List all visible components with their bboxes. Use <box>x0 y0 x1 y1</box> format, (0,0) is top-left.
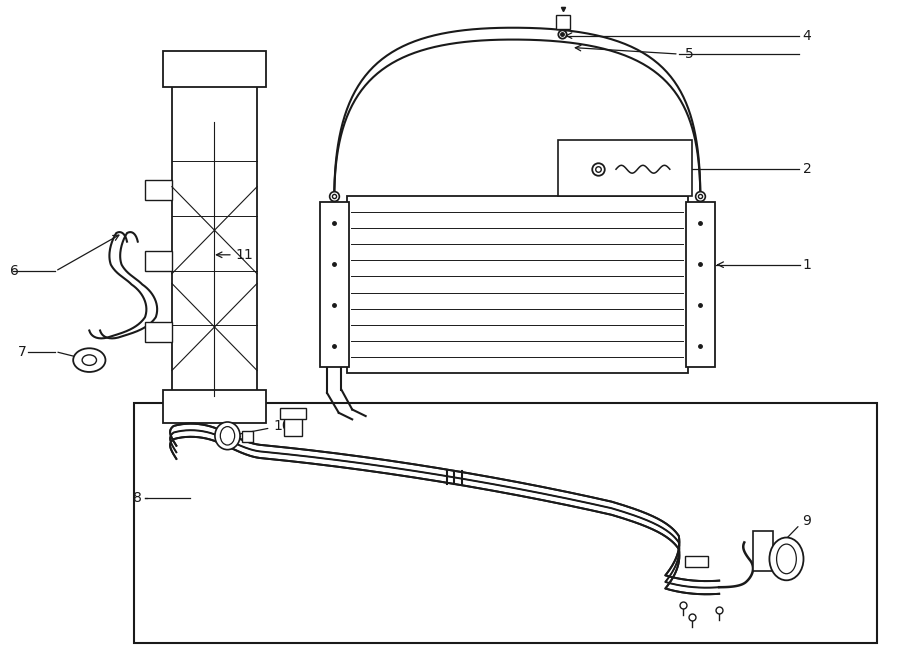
Text: 6: 6 <box>11 264 19 278</box>
Bar <box>145 251 172 271</box>
Bar <box>753 531 773 570</box>
Text: 8: 8 <box>133 491 142 506</box>
Bar <box>686 202 715 367</box>
Bar <box>346 196 688 373</box>
Text: 4: 4 <box>803 28 812 42</box>
Ellipse shape <box>220 426 235 445</box>
Circle shape <box>73 348 105 372</box>
Bar <box>145 180 172 200</box>
Text: 3: 3 <box>681 162 690 176</box>
Bar <box>320 202 348 367</box>
Bar <box>163 390 266 422</box>
Text: 2: 2 <box>803 162 812 176</box>
Ellipse shape <box>215 422 240 449</box>
Text: 10: 10 <box>274 419 291 433</box>
Bar <box>242 430 253 442</box>
Text: 9: 9 <box>803 514 812 528</box>
Bar <box>284 412 302 436</box>
Text: 5: 5 <box>685 47 694 61</box>
Bar <box>163 51 266 87</box>
Bar <box>556 15 571 29</box>
Bar <box>134 403 878 643</box>
Text: 7: 7 <box>18 344 26 358</box>
Bar <box>145 322 172 342</box>
Bar <box>558 139 692 196</box>
Text: 11: 11 <box>236 248 253 262</box>
Polygon shape <box>170 424 719 594</box>
Bar <box>172 74 257 397</box>
Ellipse shape <box>770 537 804 580</box>
Text: 1: 1 <box>803 258 812 272</box>
Bar <box>281 408 305 419</box>
Polygon shape <box>334 28 700 199</box>
Bar <box>685 556 707 567</box>
Ellipse shape <box>777 544 797 574</box>
Circle shape <box>82 355 96 366</box>
